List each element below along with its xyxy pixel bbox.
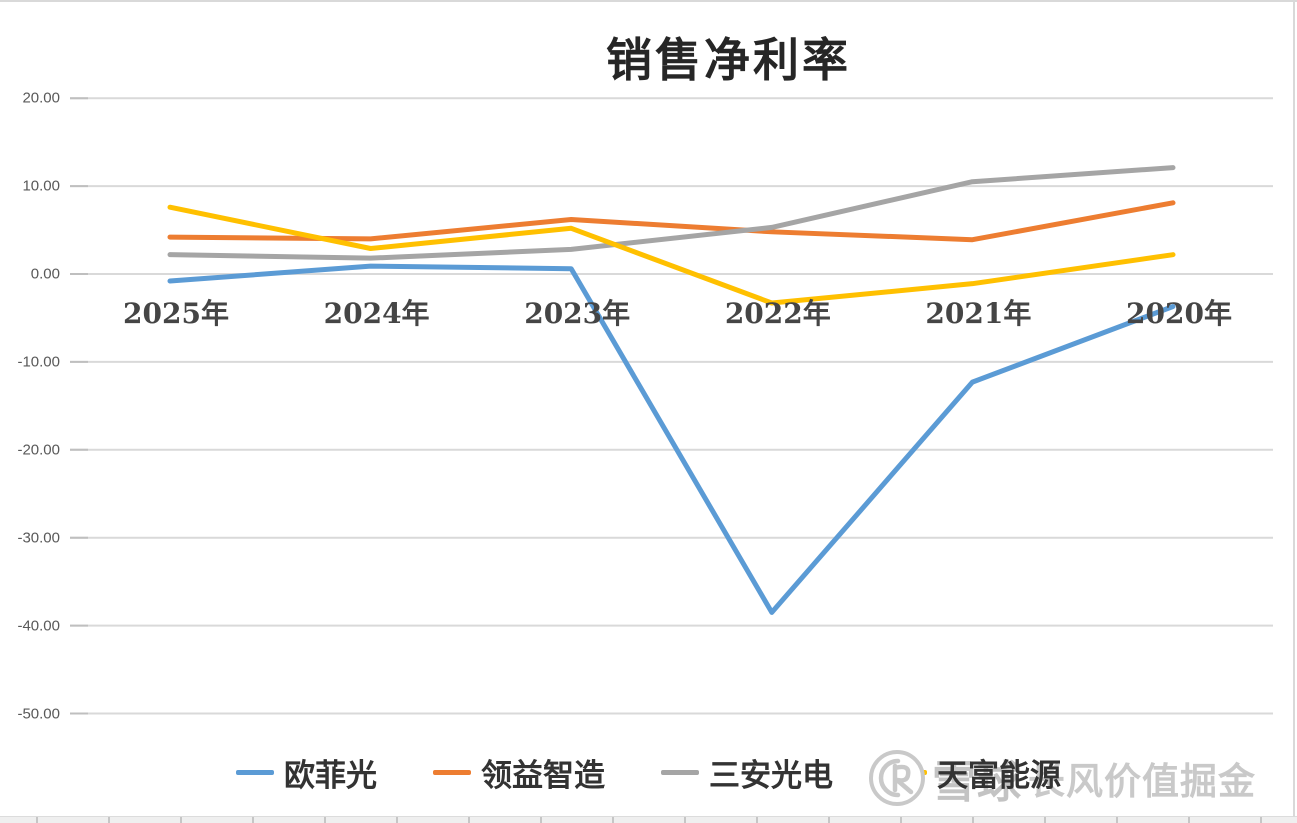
- bottom-strip-tick: [324, 817, 326, 823]
- y-axis-label: -40.00: [17, 617, 60, 635]
- bottom-strip-tick: [396, 817, 398, 823]
- legend-label: 领益智造: [481, 758, 605, 794]
- legend-item-天富能源: 天富能源: [889, 750, 1061, 795]
- y-axis-label: 0.00: [30, 265, 60, 283]
- series-line-天富能源: [167, 204, 1176, 306]
- x-axis-label-2022年: 2022年: [724, 297, 831, 330]
- legend-item-三安光电: 三安光电: [661, 750, 833, 795]
- watermark-text: 长风价值掘金: [1028, 759, 1256, 803]
- window-right-border: [1293, 2, 1295, 817]
- legend-item-领益智造: 领益智造: [433, 750, 605, 795]
- x-axis-label-2023年: 2023年: [524, 297, 631, 330]
- series-line-领益智造: [167, 200, 1176, 243]
- watermark-brand: 雪球: [932, 757, 1022, 808]
- y-axis-label: -20.00: [17, 441, 60, 459]
- bottom-strip-tick: [1116, 817, 1118, 823]
- x-axis-label-2025年: 2025年: [123, 297, 229, 330]
- watermark: 雪球 长风价值掘金: [868, 746, 1256, 810]
- x-axis-label-2020年: 2020年: [1126, 297, 1232, 330]
- legend-item-欧菲光: 欧菲光: [236, 750, 377, 795]
- series-line-三安光电: [167, 165, 1176, 261]
- xueqiu-snowball-logo-icon: [869, 750, 925, 806]
- x-axis-label-2021年: 2021年: [925, 297, 1032, 330]
- legend-label: 三安光电: [709, 758, 833, 794]
- bottom-strip-tick: [684, 817, 686, 823]
- bottom-strip-tick: [828, 817, 830, 823]
- bottom-strip-tick: [108, 817, 110, 823]
- y-axis-label: 10.00: [22, 177, 60, 195]
- x-axis-label-2024年: 2024年: [323, 297, 430, 330]
- bottom-strip-tick: [972, 817, 974, 823]
- bottom-strip-tick: [180, 817, 182, 823]
- bottom-strip-tick: [468, 817, 470, 823]
- chart-legend: 欧菲光 领益智造 三安光电 天富能源: [0, 750, 1297, 795]
- y-axis-label: -10.00: [17, 353, 60, 371]
- bottom-strip-tick: [1044, 817, 1046, 823]
- legend-label: 欧菲光: [284, 758, 377, 794]
- bottom-strip-tick: [540, 817, 542, 823]
- legend-swatch-icon: [236, 770, 274, 775]
- bottom-strip-tick: [36, 817, 38, 823]
- legend-swatch-icon: [433, 770, 471, 775]
- legend-label: 天富能源: [937, 758, 1061, 794]
- bottom-strip-tick: [252, 817, 254, 823]
- chart-title: 销售净利率: [606, 33, 851, 87]
- bottom-strip-tick: [756, 817, 758, 823]
- series-line-欧菲光: [167, 263, 1176, 615]
- bottom-axis-strip: [0, 816, 1297, 823]
- y-axis-label: -50.00: [17, 705, 60, 722]
- bottom-strip-tick: [1260, 817, 1262, 823]
- bottom-strip-tick: [612, 817, 614, 823]
- bottom-strip-tick: [1188, 817, 1190, 823]
- y-axis-label: 20.00: [22, 89, 60, 107]
- bottom-strip-tick: [900, 817, 902, 823]
- y-axis-label: -30.00: [17, 529, 60, 547]
- legend-swatch-icon: [661, 770, 699, 775]
